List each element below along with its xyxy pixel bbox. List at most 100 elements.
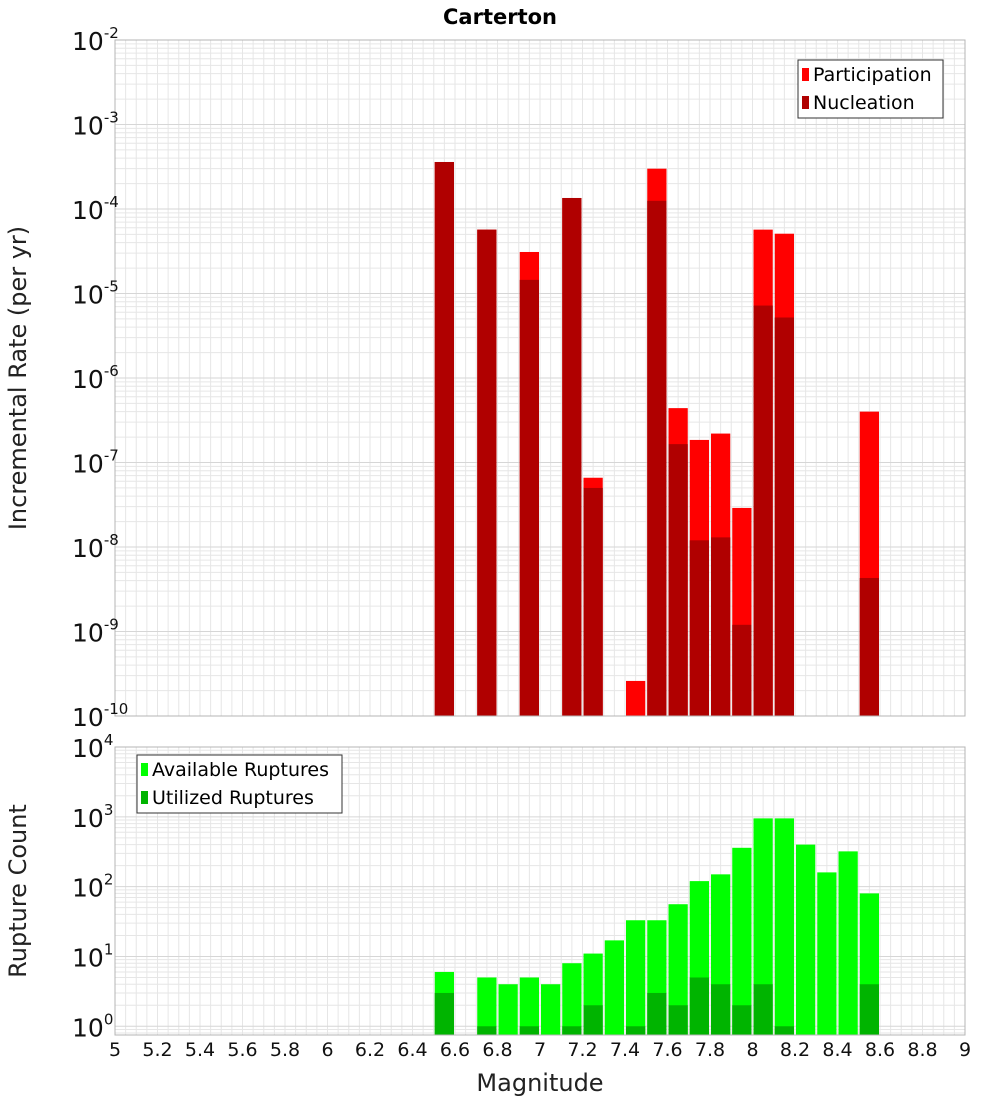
legend-label: Available Ruptures bbox=[152, 759, 329, 781]
bar-7_35 bbox=[604, 940, 624, 1035]
bar-8_35 bbox=[817, 872, 837, 1035]
bar-inner-8_15 bbox=[774, 1026, 794, 1035]
y-tick-label: 10-8 bbox=[72, 531, 119, 563]
y-tick-label: 10-4 bbox=[72, 193, 119, 225]
y-tick-label: 10-5 bbox=[72, 278, 119, 310]
x-tick-label: 6 bbox=[321, 1039, 333, 1061]
y-tick-exponent: -6 bbox=[104, 362, 119, 380]
bar-7_65 bbox=[668, 904, 688, 1035]
bar-8_45 bbox=[838, 851, 858, 1035]
y-tick-base: 10 bbox=[72, 450, 104, 479]
y-tick-label: 10-3 bbox=[72, 109, 119, 141]
y-tick-base: 10 bbox=[72, 1013, 104, 1042]
x-tick-label: 8 bbox=[746, 1039, 758, 1061]
bar-inner-7_15 bbox=[562, 1026, 582, 1035]
grid bbox=[114, 40, 966, 717]
x-tick-labels: 5 5.2 5.4 5.6 5.8 6 6.2 6.4 6.6 6.8 7 7.2 7.4 7.6 7.8 8… bbox=[109, 1039, 971, 1061]
bar-6_85 bbox=[498, 984, 518, 1035]
y-tick-base: 10 bbox=[72, 534, 104, 563]
y-tick-label: 10-2 bbox=[72, 24, 119, 56]
x-tick-label: 5.8 bbox=[270, 1039, 300, 1061]
y-tick-exponent: 4 bbox=[104, 731, 114, 749]
x-tick-label: 6.4 bbox=[397, 1039, 427, 1061]
bar-6_95 bbox=[519, 977, 539, 1035]
bar-inner-6_55 bbox=[434, 161, 454, 716]
bar-inner-7_55 bbox=[647, 200, 667, 717]
legend-box bbox=[797, 59, 944, 119]
y-tick-exponent: -2 bbox=[104, 24, 119, 42]
x-tick-label: 5.6 bbox=[227, 1039, 257, 1061]
bar-7_45 bbox=[626, 680, 646, 716]
y-tick-exponent: -8 bbox=[104, 531, 119, 549]
y-tick-label: 10-6 bbox=[72, 362, 119, 394]
x-tick-label: 8.2 bbox=[780, 1039, 810, 1061]
legend-swatch bbox=[802, 68, 809, 81]
y-tick-exponent: -9 bbox=[104, 616, 119, 634]
bar-inner-7_45 bbox=[626, 1026, 646, 1035]
bar-8_25 bbox=[796, 844, 816, 1035]
x-tick-label: 9 bbox=[959, 1039, 971, 1061]
y-tick-base: 10 bbox=[72, 112, 104, 141]
plot-border bbox=[114, 746, 966, 1036]
legend-swatch bbox=[141, 763, 148, 776]
y-tick-base: 10 bbox=[72, 365, 104, 394]
legend-box bbox=[136, 754, 343, 814]
legend: Participation Nucleation bbox=[797, 59, 944, 119]
bar-6_75 bbox=[477, 977, 497, 1035]
legend: Available Ruptures Utilized Ruptures bbox=[136, 754, 343, 814]
bar-inner-6_75 bbox=[477, 229, 497, 716]
bar-inner-7_55 bbox=[647, 992, 667, 1035]
x-tick-label: 8.4 bbox=[822, 1039, 852, 1061]
legend-label: Participation bbox=[813, 64, 932, 86]
legend-label: Utilized Ruptures bbox=[152, 787, 314, 809]
x-tick-label: 5.2 bbox=[142, 1039, 172, 1061]
legend-swatch bbox=[802, 96, 809, 109]
y-tick-base: 10 bbox=[72, 943, 104, 972]
y-tick-label: 103 bbox=[72, 801, 113, 833]
series-secondary bbox=[434, 977, 879, 1035]
y-tick-exponent: 0 bbox=[104, 1010, 114, 1028]
bar-inner-7_85 bbox=[711, 984, 731, 1035]
y-tick-exponent: -10 bbox=[104, 700, 129, 718]
bar-inner-7_75 bbox=[689, 977, 709, 1035]
bar-inner-6_95 bbox=[519, 1026, 539, 1035]
rate-panel: 10-210-310-410-510-610-710-810-910-10Inc… bbox=[4, 24, 966, 732]
bar-inner-8_05 bbox=[753, 305, 773, 716]
bar-7_45 bbox=[626, 920, 646, 1035]
y-tick-label: 101 bbox=[72, 940, 113, 972]
x-tick-label: 5.4 bbox=[185, 1039, 215, 1061]
x-tick-label: 6.2 bbox=[355, 1039, 385, 1061]
bar-inner-6_75 bbox=[477, 1026, 497, 1035]
bar-inner-7_95 bbox=[732, 624, 752, 716]
x-tick-label: 8.6 bbox=[865, 1039, 895, 1061]
legend-swatch bbox=[141, 791, 148, 804]
y-tick-exponent: 2 bbox=[104, 871, 114, 889]
x-tick-label: 7 bbox=[534, 1039, 546, 1061]
bar-inner-6_55 bbox=[434, 992, 454, 1035]
y-tick-exponent: 3 bbox=[104, 801, 114, 819]
bar-inner-8_05 bbox=[753, 984, 773, 1035]
bar-inner-8_15 bbox=[774, 317, 794, 716]
y-tick-base: 10 bbox=[72, 703, 104, 732]
bar-inner-7_65 bbox=[668, 1005, 688, 1035]
series-secondary bbox=[434, 161, 879, 717]
x-tick-label: 8.8 bbox=[907, 1039, 937, 1061]
bar-inner-7_85 bbox=[711, 537, 731, 716]
y-tick-exponent: -5 bbox=[104, 278, 119, 296]
y-tick-base: 10 bbox=[72, 196, 104, 225]
bar-inner-7_25 bbox=[583, 487, 603, 716]
y-tick-label: 10-10 bbox=[72, 700, 128, 732]
x-axis-label: Magnitude bbox=[476, 1069, 603, 1097]
y-tick-base: 10 bbox=[72, 804, 104, 833]
bar-7_05 bbox=[541, 984, 561, 1035]
y-axis-label: Incremental Rate (per yr) bbox=[4, 226, 32, 530]
x-tick-label: 6.8 bbox=[482, 1039, 512, 1061]
bar-inner-7_95 bbox=[732, 1005, 752, 1035]
y-tick-label: 104 bbox=[72, 731, 113, 763]
x-tick-label: 5 bbox=[109, 1039, 121, 1061]
x-tick-label: 7.8 bbox=[695, 1039, 725, 1061]
y-tick-base: 10 bbox=[72, 281, 104, 310]
